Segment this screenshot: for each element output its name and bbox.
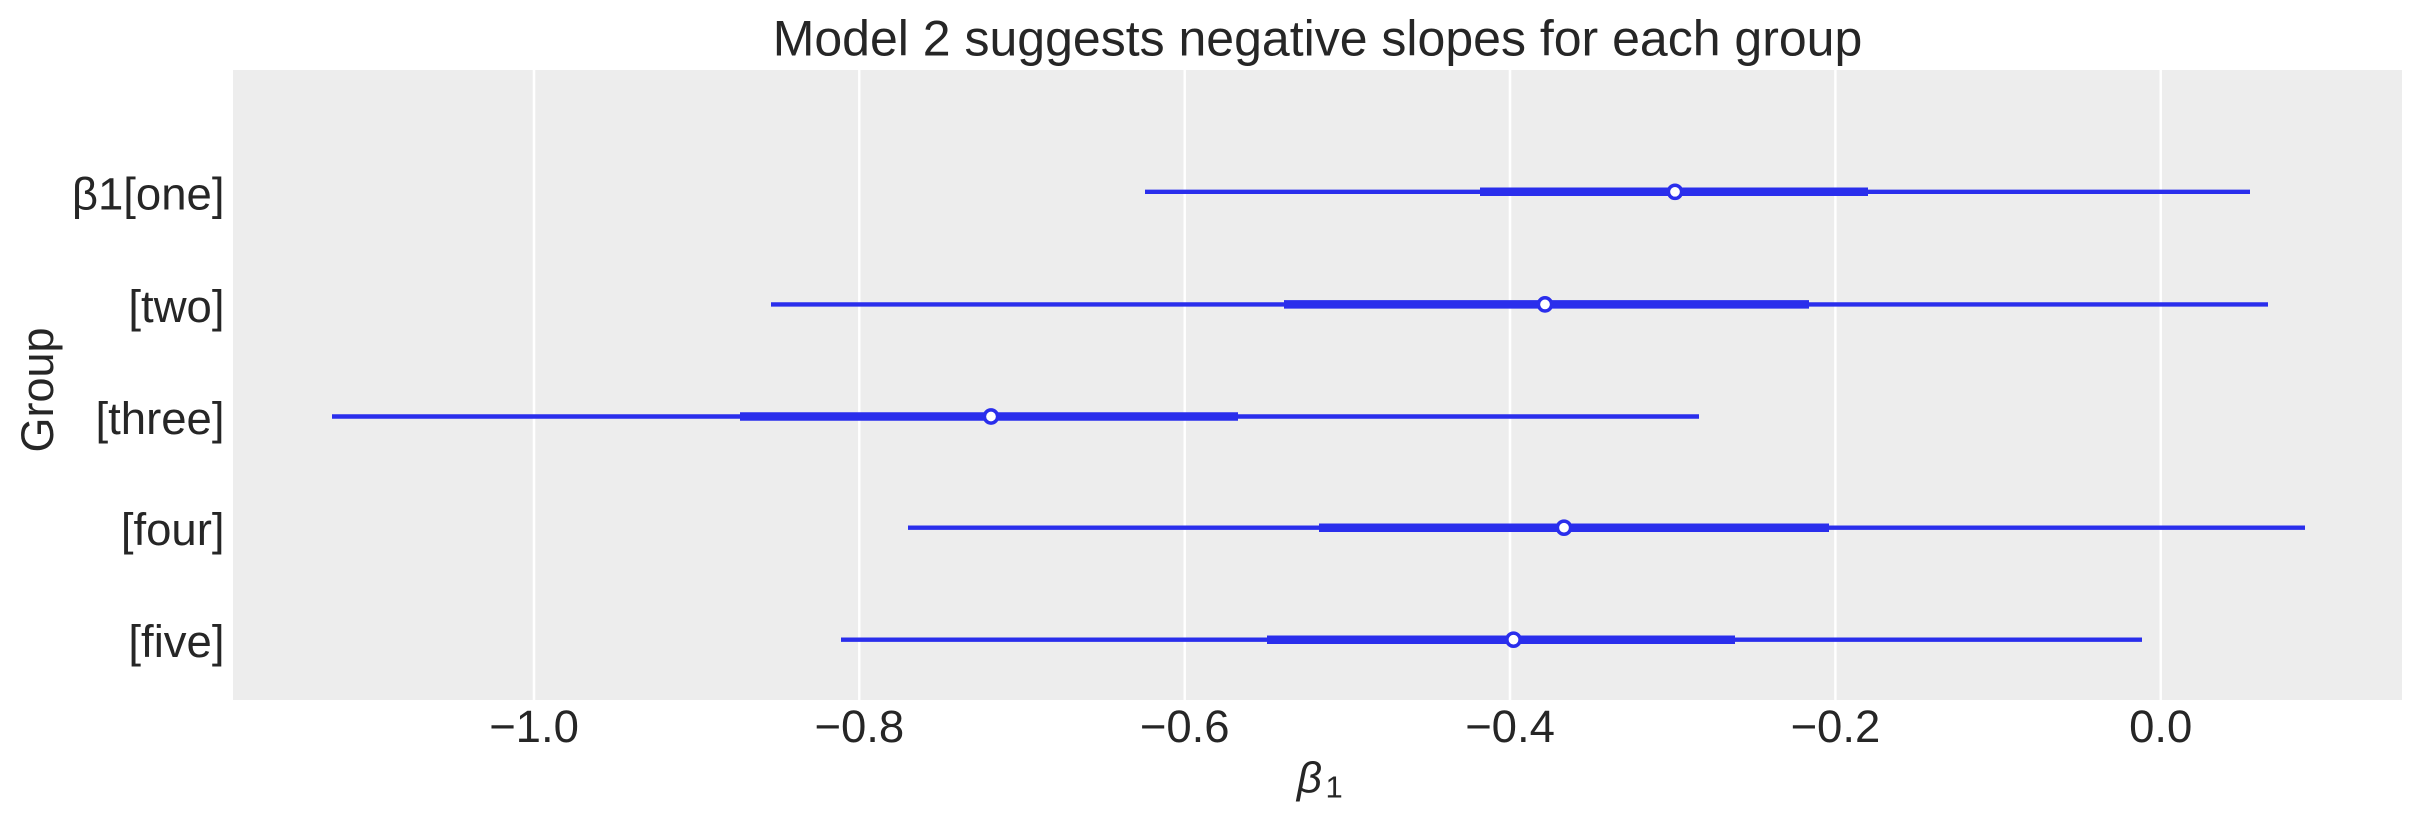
svg-text:0.0: 0.0 <box>2129 701 2192 752</box>
svg-text:Model 2 suggests negative slop: Model 2 suggests negative slopes for eac… <box>773 11 1863 67</box>
svg-text:1: 1 <box>1326 770 1343 805</box>
svg-text:[five]: [five] <box>128 616 224 667</box>
svg-text:β1[one]: β1[one] <box>72 168 225 219</box>
svg-text:[three]: [three] <box>96 393 225 444</box>
svg-text:Group: Group <box>12 327 63 452</box>
svg-text:−1.0: −1.0 <box>489 701 579 752</box>
svg-text:−0.2: −0.2 <box>1790 701 1880 752</box>
svg-text:β: β <box>1295 754 1322 803</box>
svg-text:−0.4: −0.4 <box>1465 701 1555 752</box>
svg-text:[two]: [two] <box>128 281 224 332</box>
svg-text:−0.6: −0.6 <box>1140 701 1230 752</box>
svg-text:[four]: [four] <box>121 504 225 555</box>
svg-text:−0.8: −0.8 <box>814 701 904 752</box>
